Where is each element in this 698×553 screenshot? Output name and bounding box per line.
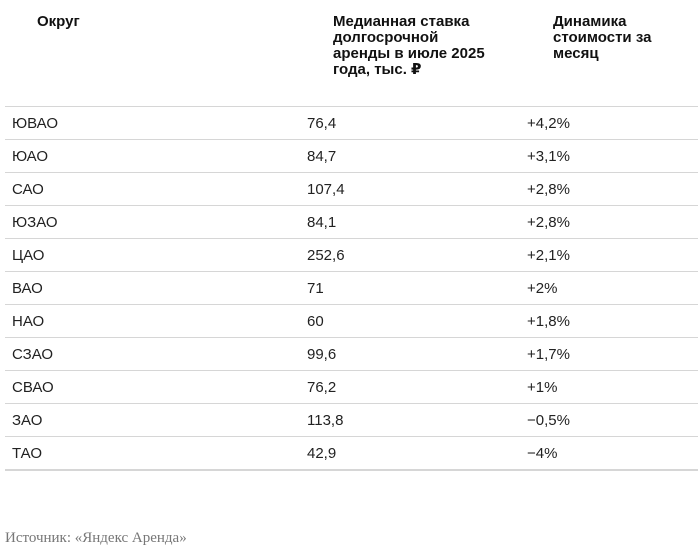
table-row: САО 107,4 +2,8% xyxy=(5,173,698,206)
rent-value: 84,1 xyxy=(307,214,337,231)
table-row: СЗАО 99,6 +1,7% xyxy=(5,338,698,371)
table-row: ВАО 71 +2% xyxy=(5,272,698,305)
change-value: +4,2% xyxy=(527,115,570,132)
column-header: Динамика стоимости за месяц xyxy=(553,13,652,62)
table-row: ЗАО 113,8 −0,5% xyxy=(5,404,698,437)
table-row: ЮЗАО 84,1 +2,8% xyxy=(5,206,698,239)
district: ЦАО xyxy=(12,247,45,264)
rent-value: 76,4 xyxy=(307,115,337,132)
district: СЗАО xyxy=(12,346,54,363)
district: ТАО xyxy=(12,445,43,462)
district: ЮАО xyxy=(12,148,48,165)
rent-value: 42,9 xyxy=(307,445,337,462)
change-value: +1,7% xyxy=(527,346,570,363)
rent-value: 113,8 xyxy=(307,412,344,429)
rent-value: 84,7 xyxy=(307,148,337,165)
change-value: +1,8% xyxy=(527,313,570,330)
district: САО xyxy=(12,181,44,198)
column-header: Медианная ставка долгосрочной аренды в и… xyxy=(333,13,485,78)
rent-value: 99,6 xyxy=(307,346,337,363)
change-value: −4% xyxy=(527,445,558,462)
table-row: СВАО 76,2 +1% xyxy=(5,371,698,404)
table-row: НАО 60 +1,8% xyxy=(5,305,698,338)
change-value: +3,1% xyxy=(527,148,570,165)
table-row: ЦАО 252,6 +2,1% xyxy=(5,239,698,272)
table-row: ТАО 42,9 −4% xyxy=(5,437,698,471)
district: НАО xyxy=(12,313,45,330)
table-row: ЮВАО 76,4 +4,2% xyxy=(5,107,698,140)
rent-value: 60 xyxy=(307,313,324,330)
district: ЗАО xyxy=(12,412,43,429)
district: СВАО xyxy=(12,379,54,396)
change-value: +2% xyxy=(527,280,558,297)
change-value: +2,8% xyxy=(527,181,570,198)
change-value: −0,5% xyxy=(527,412,570,429)
change-value: +1% xyxy=(527,379,558,396)
rent-value: 107,4 xyxy=(307,181,345,198)
district: ЮВАО xyxy=(12,115,59,132)
district: ЮЗАО xyxy=(12,214,58,231)
rent-value: 71 xyxy=(307,280,324,297)
district: ВАО xyxy=(12,280,43,297)
rent-value: 252,6 xyxy=(307,247,345,264)
change-value: +2,8% xyxy=(527,214,570,231)
table-row: ЮАО 84,7 +3,1% xyxy=(5,140,698,173)
change-value: +2,1% xyxy=(527,247,570,264)
column-header: Округ xyxy=(37,13,80,30)
rent-value: 76,2 xyxy=(307,379,337,396)
table-body: ЮВАО 76,4 +4,2% ЮАО 84,7 +3,1% САО 107,4 +2,8% ЮЗ… xyxy=(5,106,698,471)
source-note: Источник: «Яндекс Аренда» xyxy=(5,530,187,546)
